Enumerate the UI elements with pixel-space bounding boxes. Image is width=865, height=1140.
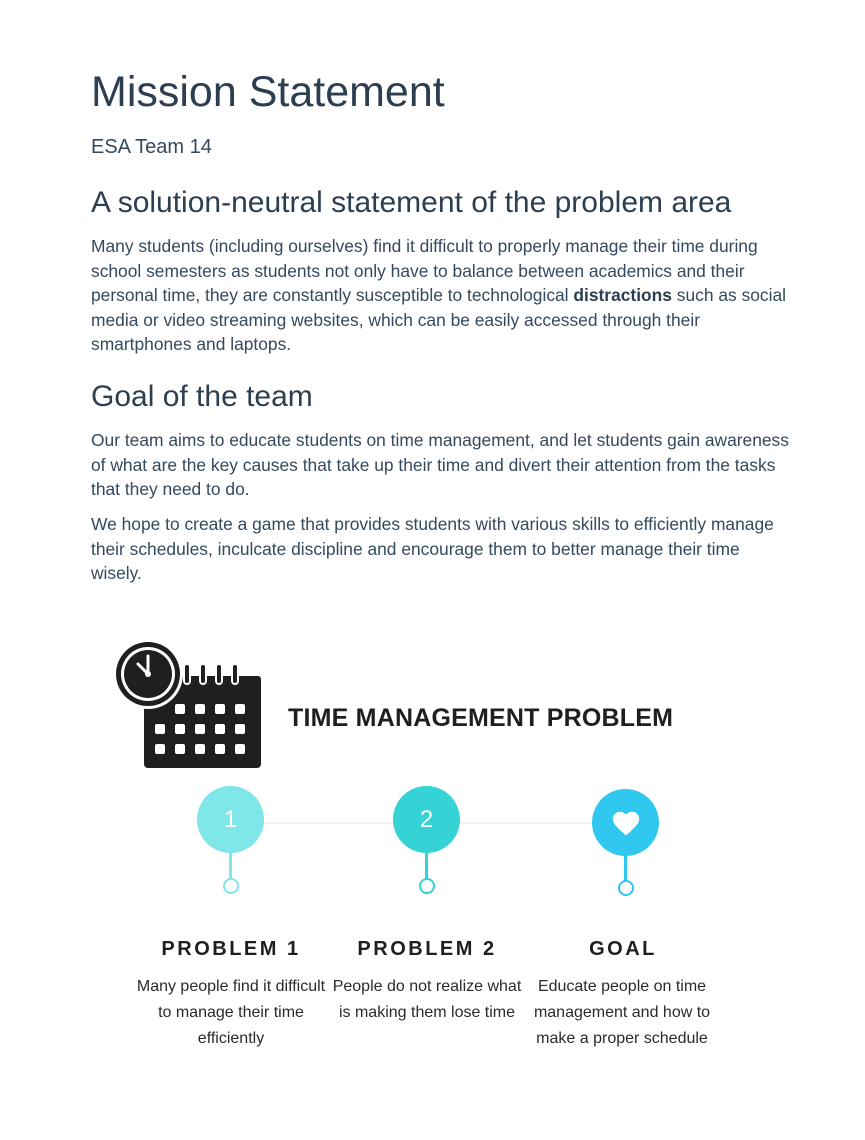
step-1-number: 1 <box>223 806 238 833</box>
goal-stem <box>624 856 627 881</box>
step-1-heading: PROBLEM 1 <box>161 938 301 960</box>
step-2-number: 2 <box>419 806 434 833</box>
step-2-circle: 2 <box>393 786 460 853</box>
section-heading-goal: Goal of the team <box>91 380 313 413</box>
goal-paragraph-1: Our team aims to educate students on tim… <box>91 430 789 499</box>
step-2-heading: PROBLEM 2 <box>357 938 497 960</box>
step-2-ring <box>419 878 435 894</box>
step-1-stem <box>229 853 232 879</box>
problem-bold-word: distractions <box>573 285 672 305</box>
goal-paragraph-2: We hope to create a game that provides s… <box>91 514 774 583</box>
problem-text-start: Many students (including ourselves) find… <box>91 236 758 305</box>
problem-text-end: such as social media or video streaming … <box>91 285 787 354</box>
step-1-text: Many people find it difficult to manage … <box>136 978 326 1047</box>
step-1-ring <box>223 878 239 894</box>
step-1-circle: 1 <box>197 786 264 853</box>
step-2-text: People do not realize what is making the… <box>332 978 522 1021</box>
section-heading-problem: A solution-neutral statement of the prob… <box>91 186 732 219</box>
step-2-stem <box>425 853 428 879</box>
clock-calendar-icon <box>113 639 261 768</box>
page-title: Mission Statement <box>91 68 445 116</box>
problem-paragraph: Many students (including ourselves) find… <box>91 234 791 357</box>
goal-circle <box>592 789 659 856</box>
heart-icon <box>612 811 639 836</box>
goal-heading: GOAL <box>589 938 657 960</box>
goal-ring <box>618 880 634 896</box>
infographic-title: TIME MANAGEMENT PROBLEM <box>288 704 674 732</box>
page-subtitle: ESA Team 14 <box>91 136 212 158</box>
infographic: TIME MANAGEMENT PROBLEM 1 PROBLEM 1 Many… <box>0 600 865 1140</box>
goal-text: Educate people on time management and ho… <box>533 978 711 1047</box>
